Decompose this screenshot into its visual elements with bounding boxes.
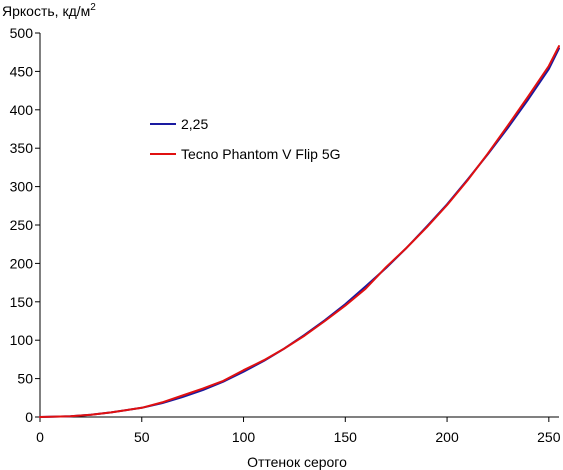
- x-tick-label: 100: [232, 429, 256, 445]
- series-line-1: [39, 47, 560, 418]
- svg-text:Яркость, кд/м2: Яркость, кд/м2: [2, 2, 96, 19]
- series-line-2: [39, 45, 560, 418]
- legend-label-1: 2,25: [181, 116, 208, 132]
- y-tick-label: 300: [10, 179, 34, 195]
- y-axis-title-superscript: 2: [90, 2, 96, 13]
- x-tick-label: 250: [537, 429, 561, 445]
- y-tick-label: 100: [10, 332, 34, 348]
- x-axis: 0 50 100 150 200 250: [36, 416, 561, 445]
- series-layer: [39, 45, 560, 418]
- y-tick-label: 0: [25, 409, 33, 425]
- x-tick-label: 50: [134, 429, 150, 445]
- y-axis-title-text: Яркость, кд/м: [2, 3, 90, 19]
- y-tick-label: 50: [17, 371, 33, 387]
- y-tick-label: 150: [10, 294, 34, 310]
- y-tick-label: 450: [10, 63, 34, 79]
- x-axis-title: Оттенок серого: [247, 454, 347, 470]
- y-tick-label: 250: [10, 217, 34, 233]
- legend-label-2: Tecno Phantom V Flip 5G: [181, 146, 341, 162]
- x-tick-label: 0: [36, 429, 44, 445]
- legend: 2,25 Tecno Phantom V Flip 5G: [150, 116, 341, 162]
- y-tick-label: 200: [10, 255, 34, 271]
- x-tick-label: 200: [435, 429, 459, 445]
- y-tick-label: 350: [10, 140, 34, 156]
- y-axis: 0 50 100 150 200 250 300 350 400 450 500: [10, 25, 41, 425]
- y-tick-label: 500: [10, 25, 34, 41]
- y-tick-label: 400: [10, 102, 34, 118]
- y-axis-title: Яркость, кд/м2: [2, 2, 96, 19]
- x-tick-label: 150: [334, 429, 358, 445]
